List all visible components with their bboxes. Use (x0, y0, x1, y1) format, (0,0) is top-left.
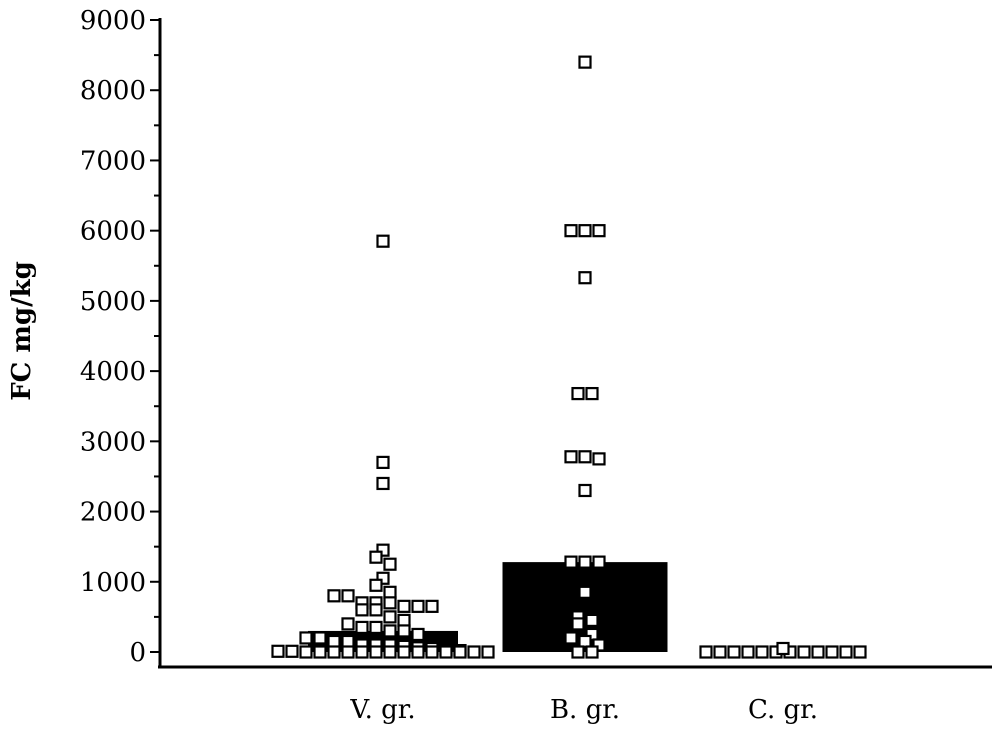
data-point (369, 550, 383, 564)
y-tick-label: 4000 (80, 357, 146, 387)
data-point (327, 634, 341, 649)
data-point (376, 455, 390, 469)
data-point (585, 627, 599, 642)
x-category-label: C. gr. (748, 695, 818, 725)
data-point (755, 645, 769, 659)
data-point (578, 224, 592, 238)
data-point (585, 386, 599, 401)
data-point (453, 645, 467, 659)
data-point (727, 645, 741, 659)
data-point (369, 645, 383, 659)
data-point (571, 645, 585, 659)
x-category-label: V. gr. (349, 695, 415, 725)
data-point (585, 645, 599, 659)
data-point (592, 638, 606, 652)
data-point (383, 557, 397, 571)
data-point (376, 571, 390, 585)
y-axis-title: FC mg/kg (7, 261, 37, 401)
data-point (299, 645, 313, 659)
data-point (564, 450, 578, 464)
y-tick-label: 5000 (80, 287, 146, 317)
y-tick-label: 9000 (80, 6, 146, 36)
data-point (355, 603, 369, 617)
data-point (411, 627, 425, 642)
data-point (376, 234, 390, 248)
data-point (376, 543, 390, 557)
data-point (411, 599, 425, 613)
data-point (355, 645, 369, 659)
data-point (578, 555, 592, 569)
data-point (481, 645, 495, 659)
data-point (699, 645, 713, 659)
data-point (839, 645, 853, 659)
data-point (797, 645, 811, 659)
data-point (327, 645, 341, 659)
data-point (271, 644, 285, 658)
data-point (564, 555, 578, 569)
data-point (425, 645, 439, 659)
data-point (369, 603, 383, 617)
data-point (564, 224, 578, 238)
data-point (397, 624, 411, 638)
data-point (439, 645, 453, 659)
data-point (355, 620, 369, 635)
data-point (383, 596, 397, 610)
data-point (578, 55, 592, 69)
data-points (271, 55, 867, 659)
data-point (341, 634, 355, 649)
data-point (383, 645, 397, 659)
y-tick-label: 8000 (80, 76, 146, 106)
data-point (578, 483, 592, 498)
data-point (397, 599, 411, 613)
data-point (467, 645, 481, 659)
data-point (811, 645, 825, 659)
data-point (592, 224, 606, 238)
data-point (578, 585, 592, 599)
data-point (299, 631, 313, 645)
y-tick-label: 0 (129, 638, 146, 668)
y-tick-label: 6000 (80, 217, 146, 247)
y-tick-label: 3000 (80, 427, 146, 457)
data-point (341, 645, 355, 659)
data-point (383, 624, 397, 638)
data-point (853, 645, 867, 659)
data-point (578, 450, 592, 464)
data-point (713, 645, 727, 659)
data-point (776, 641, 790, 656)
data-point (369, 578, 383, 592)
data-point (425, 599, 439, 613)
data-point (564, 631, 578, 645)
data-point (397, 645, 411, 659)
data-point (313, 631, 327, 645)
data-point (571, 617, 585, 631)
data-point (741, 645, 755, 659)
data-point (825, 645, 839, 659)
data-point (376, 476, 390, 491)
y-axis: 0 1000 2000 3000 4000 5000 6000 7000 8000 9000 (80, 6, 160, 668)
data-point (383, 585, 397, 599)
data-point (327, 589, 341, 603)
axes (158, 18, 992, 669)
y-tick-label: 1000 (80, 568, 146, 598)
data-point (369, 620, 383, 635)
data-point (397, 613, 411, 628)
data-point (578, 634, 592, 649)
data-point (341, 589, 355, 603)
data-point (411, 645, 425, 659)
data-point (571, 386, 585, 401)
data-point (313, 645, 327, 659)
y-tick-label: 7000 (80, 146, 146, 176)
data-point (592, 452, 606, 466)
x-axis-categories: V. gr. B. gr. C. gr. (349, 695, 818, 725)
data-point (578, 271, 592, 285)
data-point (585, 613, 599, 628)
x-category-label: B. gr. (550, 695, 620, 725)
data-point (383, 610, 397, 624)
y-tick-label: 2000 (80, 498, 146, 528)
data-point (592, 555, 606, 569)
data-point (341, 617, 355, 631)
data-point (285, 644, 299, 658)
